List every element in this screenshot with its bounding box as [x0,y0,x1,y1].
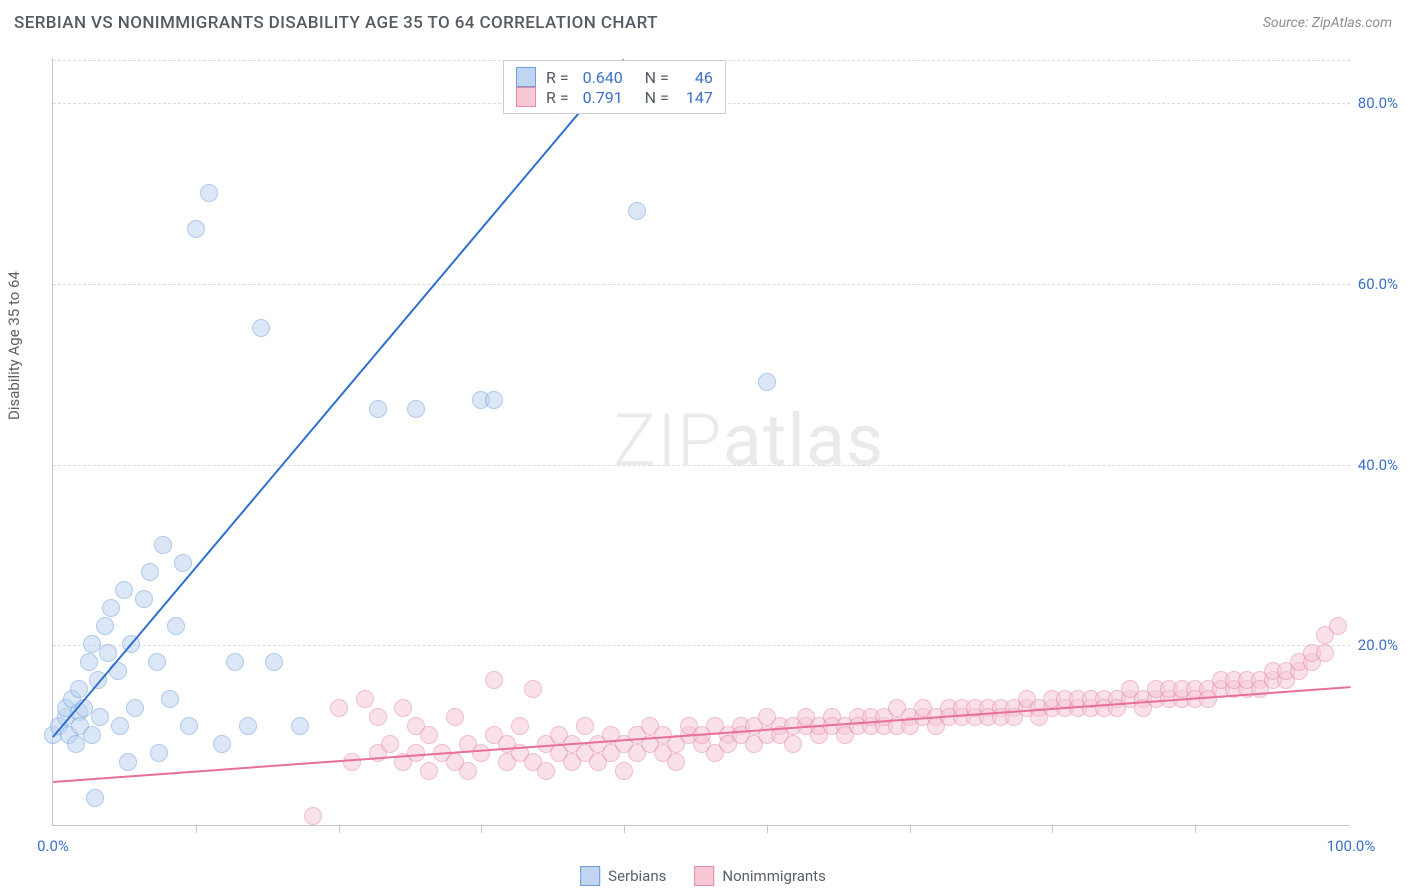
y-tick-label: 40.0% [1338,456,1398,474]
stats-legend: R = 0.640 N = 46 R = 0.791 N = 147 [503,60,726,114]
watermark: ZIPatlas [613,398,884,483]
y-tick-label: 20.0% [1338,636,1398,654]
data-point [102,599,120,617]
data-point [96,617,114,635]
swatch-serbians [516,67,536,87]
legend-item-nonimmigrants: Nonimmigrants [694,866,825,886]
x-tick-minor [1195,825,1196,833]
stats-row-serbians: R = 0.640 N = 46 [516,67,713,87]
data-point [420,726,438,744]
data-point [485,391,503,409]
data-point [1316,644,1334,662]
legend-label-serbians: Serbians [608,867,666,885]
gridline-h [53,645,1350,646]
x-tick-minor [481,825,482,833]
data-point [1329,617,1347,635]
data-point [537,762,555,780]
series-legend: Serbians Nonimmigrants [580,866,826,886]
stats-row-nonimmigrants: R = 0.791 N = 147 [516,87,713,107]
chart-source: Source: ZipAtlas.com [1263,15,1392,31]
data-point [485,671,503,689]
x-tick-label: 0.0% [37,837,69,855]
gridline-h [53,284,1350,285]
data-point [407,400,425,418]
data-point [291,717,309,735]
data-point [213,735,231,753]
data-point [174,554,192,572]
data-point [330,699,348,717]
data-point [667,753,685,771]
data-point [576,717,594,735]
y-tick-label: 80.0% [1338,94,1398,112]
data-point [150,744,168,762]
x-tick-minor [910,825,911,833]
x-tick-minor [196,825,197,833]
data-point [91,708,109,726]
y-tick-label: 60.0% [1338,275,1398,293]
x-tick-minor [624,825,625,833]
data-point [226,653,244,671]
data-point [187,220,205,238]
data-point [161,690,179,708]
data-point [369,400,387,418]
swatch-serbians [580,866,600,886]
data-point [758,373,776,391]
chart-title: SERBIAN VS NONIMMIGRANTS DISABILITY AGE … [14,13,658,33]
plot-area: 20.0%40.0%60.0%80.0% 0.0%100.0% ZIPatlas… [52,58,1350,826]
data-point [615,762,633,780]
data-point [83,726,101,744]
data-point [304,807,322,825]
chart-header: SERBIAN VS NONIMMIGRANTS DISABILITY AGE … [0,0,1406,46]
data-point [343,753,361,771]
y-axis-label: Disability Age 35 to 64 [5,271,23,420]
data-point [446,708,464,726]
data-point [126,699,144,717]
swatch-nonimmigrants [694,866,714,886]
data-point [369,708,387,726]
data-point [154,536,172,554]
legend-label-nonimmigrants: Nonimmigrants [722,867,825,885]
data-point [135,590,153,608]
data-point [111,717,129,735]
x-tick-minor [1052,825,1053,833]
data-point [459,762,477,780]
data-point [99,644,117,662]
data-point [86,789,104,807]
data-point [115,581,133,599]
data-point [381,735,399,753]
data-point [420,762,438,780]
data-point [80,653,98,671]
data-point [784,735,802,753]
swatch-nonimmigrants [516,87,536,107]
data-point [167,617,185,635]
gridline-h [53,465,1350,466]
trend-line [52,58,625,737]
data-point [200,184,218,202]
data-point [252,319,270,337]
data-point [265,653,283,671]
x-tick-minor [767,825,768,833]
data-point [148,653,166,671]
data-point [524,680,542,698]
data-point [472,744,490,762]
x-tick-label: 100.0% [1327,837,1376,855]
data-point [180,717,198,735]
data-point [141,563,159,581]
data-point [356,690,374,708]
data-point [628,202,646,220]
data-point [407,744,425,762]
data-point [119,753,137,771]
data-point [239,717,257,735]
data-point [511,717,529,735]
x-tick-minor [339,825,340,833]
legend-item-serbians: Serbians [580,866,666,886]
data-point [394,699,412,717]
